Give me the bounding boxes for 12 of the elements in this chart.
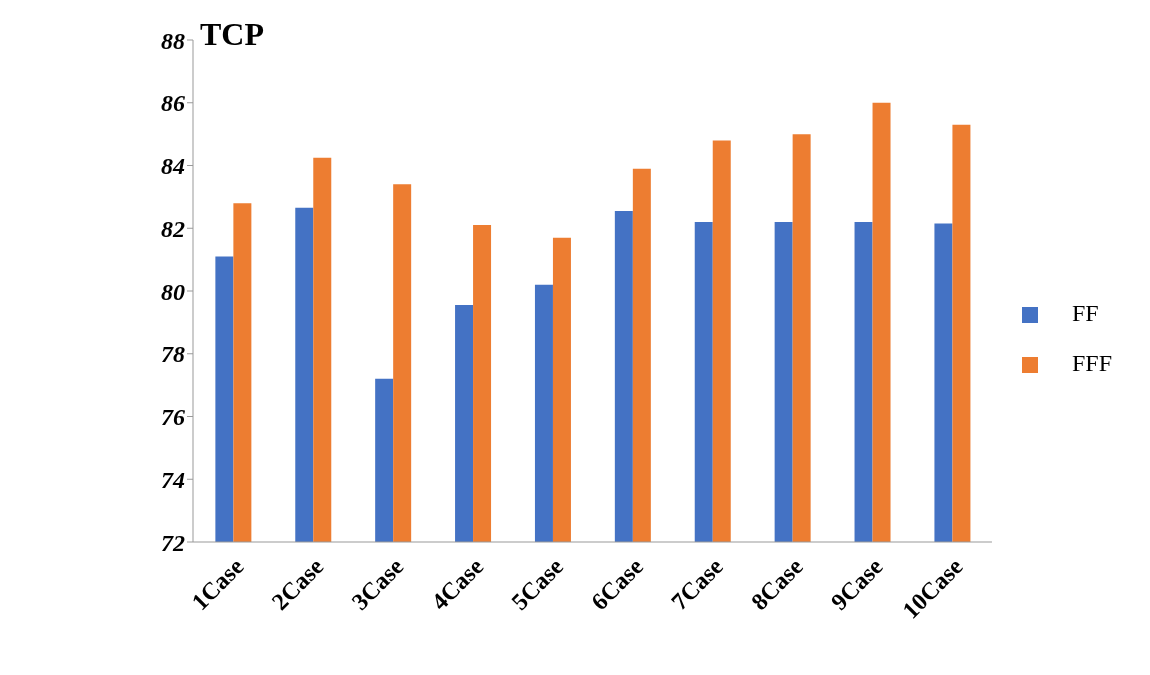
y-tick-label: 84 [161, 153, 185, 180]
y-tick-label: 88 [161, 27, 185, 54]
y-tick-label: 82 [161, 215, 185, 242]
y-tick-label: 72 [161, 529, 185, 556]
chart-title: TCP [200, 16, 264, 53]
y-tick-label: 78 [161, 341, 185, 368]
y-tick-label: 86 [161, 90, 185, 117]
legend-label: FFF [1071, 349, 1112, 376]
y-tick-label: 80 [161, 278, 185, 305]
y-tick-label: 74 [161, 466, 185, 493]
y-tick-label: 76 [161, 404, 185, 431]
legend-label: FF [1071, 299, 1099, 326]
